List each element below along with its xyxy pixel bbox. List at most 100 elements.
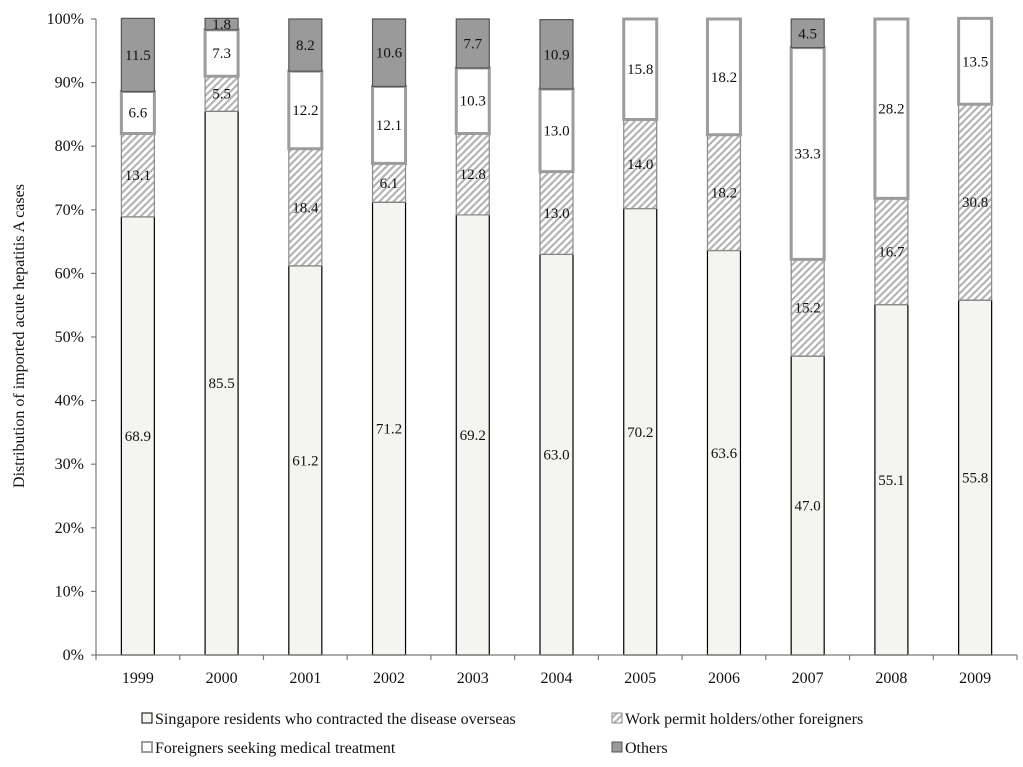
medical-treatment-segment-2005 [622,17,659,121]
x-tick-label: 1999 [122,670,154,687]
data-label: 63.6 [711,446,738,462]
y-tick-label: 10% [55,583,84,600]
x-tick-label: 2006 [708,670,740,687]
resident-segment-2009 [958,299,993,656]
legend-label: Foreigners seeking medical treatment [155,740,396,757]
work-permit-segment-2002 [371,162,407,203]
data-label: 4.5 [798,26,817,42]
data-label: 85.5 [208,376,234,392]
data-label: 28.2 [878,102,904,118]
data-labels-group: 68.9 13.1 6.6 11.5 85.5 5.5 7.3 1.8 61.2 18.4 12.2… [125,17,989,514]
data-label: 12.8 [460,167,486,183]
y-axis-title: Distribution of imported acute hepatitis… [11,184,28,488]
data-label: 15.8 [627,62,653,78]
legend-swatch [141,712,153,724]
data-label: 10.6 [376,46,403,62]
data-label: 30.8 [962,195,988,211]
legend-swatch [611,741,623,753]
medical-treatment-segment-2003 [454,66,491,135]
data-label: 7.7 [463,36,482,52]
y-tick-label: 100% [47,11,84,28]
x-tick-label: 2002 [373,670,405,687]
data-label: 13.0 [543,206,569,222]
data-label: 69.2 [460,428,486,444]
work-permit-segment-2006 [706,134,742,252]
data-label: 14.0 [627,157,653,173]
data-label: 6.6 [128,105,147,121]
others-segment-2001 [288,18,323,72]
others-segment-2007 [790,18,825,49]
legend-label: Others [625,740,668,757]
data-label: 70.2 [627,425,653,441]
work-permit-segment-2005 [623,118,658,210]
data-label: 55.1 [878,473,904,489]
medical-treatment-segment-2009 [957,16,994,106]
data-label: 12.2 [292,103,318,119]
data-label: 55.8 [962,471,988,487]
data-label: 63.0 [543,448,569,464]
legend-item-medical-treatment: Foreigners seeking medical treatment [141,740,396,757]
resident-segment-2003 [455,214,490,656]
medical-treatment-segment-2006 [705,17,742,137]
data-label: 13.5 [962,54,988,70]
work-permit-segment-2001 [288,148,323,267]
data-label: 16.7 [878,244,905,260]
work-permit-segment-2009 [958,103,993,301]
data-label: 12.1 [376,118,402,134]
y-axis-ticks: 0% 10% 20% 30% 40% 50% 60% 70% 80% 90% 100% [47,11,96,664]
data-label: 1.8 [212,17,231,33]
work-permit-segment-1999 [120,132,155,218]
x-tick-label: 2001 [289,670,321,687]
y-tick-label: 70% [55,202,84,219]
data-label: 18.2 [711,186,737,202]
y-tick-label: 30% [55,456,84,473]
y-tick-label: 90% [55,75,84,92]
medical-treatment-segment-2008 [873,17,910,200]
legend-swatch [611,712,623,724]
legend-swatch [141,741,153,753]
resident-segment-2000 [204,110,239,656]
data-label: 47.0 [795,499,821,515]
x-tick-label: 2008 [875,670,907,687]
legend: Singapore residents who contracted the d… [141,711,863,757]
y-tick-label: 50% [55,329,84,346]
resident-segment-2004 [539,253,574,656]
x-axis-ticks: 1999 2000 2001 2002 2003 2004 2005 2006 2007 2008… [95,655,1018,687]
x-tick-label: 2009 [959,670,991,687]
work-permit-segment-2007 [790,258,825,357]
data-label: 18.2 [711,70,737,86]
data-label: 10.3 [460,94,486,110]
data-label: 18.4 [292,200,319,216]
data-label: 5.5 [212,87,231,103]
data-label: 68.9 [125,429,151,445]
y-tick-label: 60% [55,265,84,282]
resident-segment-2005 [623,207,658,656]
others-segment-1999 [120,17,155,93]
others-segment-2003 [455,18,490,69]
others-segment-2002 [371,18,407,88]
x-tick-label: 2003 [457,670,489,687]
y-tick-label: 0% [63,647,84,664]
medical-treatment-segment-2002 [371,84,408,165]
data-label: 6.1 [380,176,399,192]
medical-treatment-segment-2007 [789,46,826,261]
y-tick-label: 20% [55,520,84,537]
data-label: 33.3 [795,147,821,163]
legend-label: Singapore residents who contracted the d… [155,711,516,728]
others-segment-2004 [539,19,574,90]
work-permit-segment-2008 [874,197,909,306]
x-tick-label: 2007 [792,670,824,687]
bars-group [119,16,994,656]
others-segment-2000 [204,17,239,31]
legend-item-others: Others [611,740,668,757]
work-permit-segment-2003 [455,132,490,216]
data-label: 71.2 [376,422,402,438]
legend-item-singapore-residents: Singapore residents who contracted the d… [141,711,516,728]
data-label: 13.0 [543,123,569,139]
data-label: 10.9 [543,47,569,63]
x-tick-label: 2004 [541,670,573,687]
data-label: 8.2 [296,38,315,54]
data-label: 15.2 [795,301,821,317]
